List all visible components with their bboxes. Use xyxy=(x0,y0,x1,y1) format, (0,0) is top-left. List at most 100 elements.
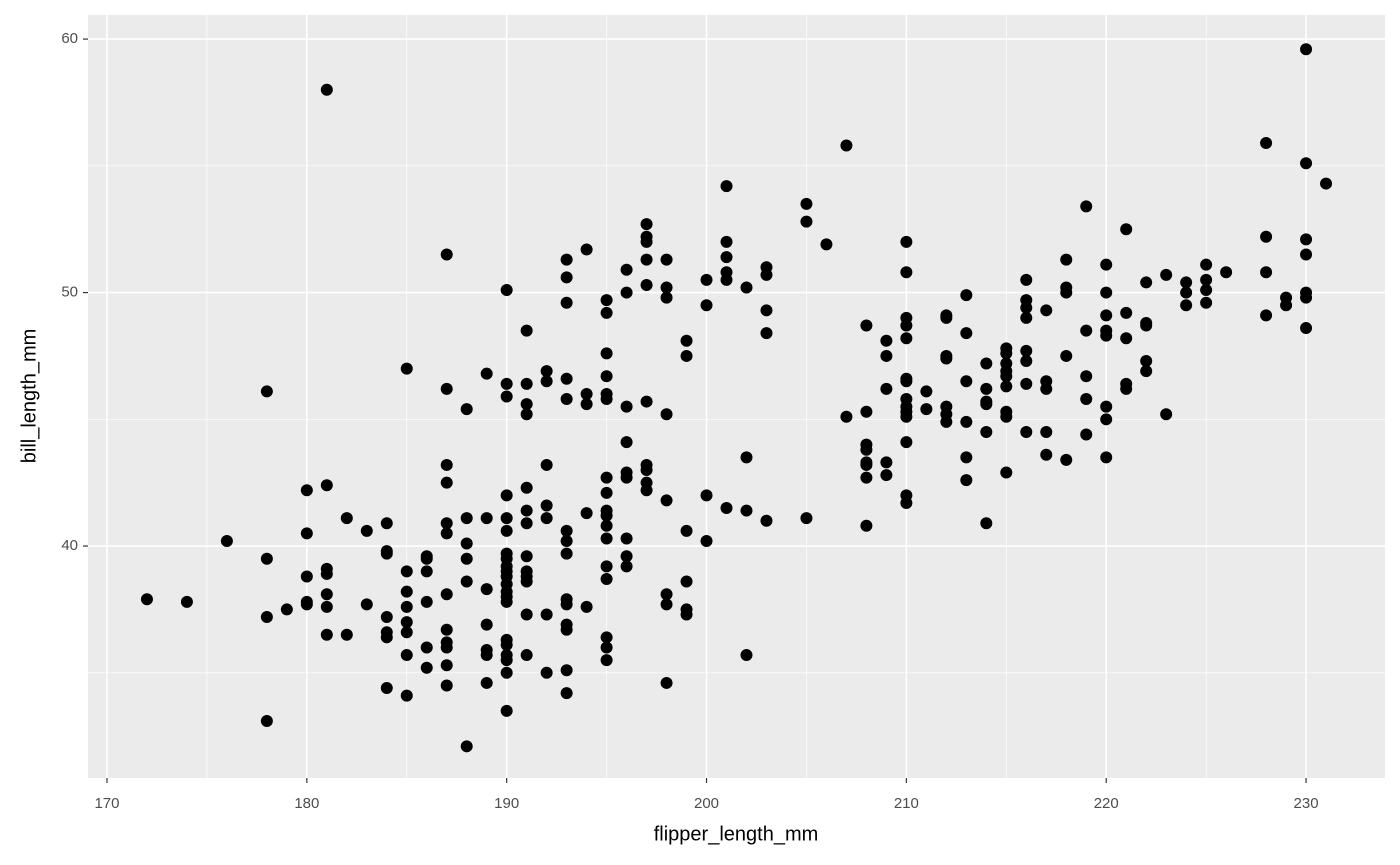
point xyxy=(400,585,413,598)
point xyxy=(480,649,493,662)
point xyxy=(380,547,393,560)
point xyxy=(740,281,753,294)
point xyxy=(900,319,913,332)
point xyxy=(420,641,433,654)
point xyxy=(480,583,493,596)
point xyxy=(1200,296,1213,309)
point xyxy=(1080,428,1093,441)
point xyxy=(1100,309,1113,322)
point xyxy=(1020,344,1033,357)
point xyxy=(1020,311,1033,324)
point xyxy=(1200,258,1213,271)
point xyxy=(640,464,653,477)
point xyxy=(880,349,893,362)
point xyxy=(660,291,673,304)
point xyxy=(960,289,973,302)
point xyxy=(760,327,773,340)
y-tick-label: 40 xyxy=(61,537,78,554)
point xyxy=(660,253,673,266)
points xyxy=(140,43,1333,753)
point xyxy=(680,575,693,588)
point xyxy=(460,740,473,753)
point xyxy=(220,534,233,547)
point xyxy=(260,385,273,398)
point xyxy=(980,425,993,438)
point xyxy=(880,334,893,347)
point xyxy=(500,595,513,608)
point xyxy=(880,456,893,469)
point xyxy=(680,608,693,621)
point xyxy=(540,499,553,512)
point xyxy=(520,504,533,517)
point xyxy=(1100,258,1113,271)
point xyxy=(900,332,913,345)
point xyxy=(440,641,453,654)
point xyxy=(500,666,513,679)
point xyxy=(1020,425,1033,438)
point xyxy=(760,304,773,317)
point xyxy=(660,598,673,611)
point xyxy=(960,375,973,388)
y-tick-label: 60 xyxy=(61,30,78,47)
point xyxy=(900,235,913,248)
point xyxy=(460,403,473,416)
point xyxy=(600,641,613,654)
point xyxy=(840,410,853,423)
point xyxy=(840,139,853,152)
point xyxy=(580,600,593,613)
point xyxy=(500,704,513,717)
x-tick-label: 220 xyxy=(1094,795,1119,812)
point xyxy=(440,458,453,471)
point xyxy=(460,552,473,565)
point xyxy=(960,451,973,464)
point xyxy=(460,512,473,525)
point xyxy=(320,567,333,580)
point xyxy=(960,474,973,487)
point xyxy=(620,471,633,484)
point xyxy=(500,512,513,525)
point xyxy=(600,370,613,383)
point xyxy=(700,534,713,547)
point xyxy=(400,626,413,639)
point xyxy=(1180,276,1193,289)
point xyxy=(760,268,773,281)
x-tick-label: 180 xyxy=(294,795,319,812)
point xyxy=(440,517,453,530)
point xyxy=(1300,248,1313,261)
point xyxy=(320,600,333,613)
point xyxy=(600,294,613,307)
point xyxy=(940,415,953,428)
point xyxy=(440,659,453,672)
point xyxy=(1200,284,1213,297)
point xyxy=(560,664,573,677)
point xyxy=(1300,291,1313,304)
point xyxy=(680,349,693,362)
point xyxy=(720,502,733,515)
point xyxy=(520,550,533,563)
point xyxy=(320,628,333,641)
point xyxy=(1000,347,1013,360)
point xyxy=(560,547,573,560)
point xyxy=(900,496,913,509)
point xyxy=(280,603,293,616)
point xyxy=(480,676,493,689)
point xyxy=(380,631,393,644)
x-tick-label: 200 xyxy=(694,795,719,812)
x-tick-label: 190 xyxy=(494,795,519,812)
point xyxy=(1040,448,1053,461)
point xyxy=(600,509,613,522)
point xyxy=(800,197,813,210)
point xyxy=(540,458,553,471)
point xyxy=(520,377,533,390)
point xyxy=(320,83,333,96)
point xyxy=(460,575,473,588)
point xyxy=(620,286,633,299)
point xyxy=(900,410,913,423)
point xyxy=(400,616,413,629)
point xyxy=(660,588,673,601)
point xyxy=(1200,273,1213,286)
point xyxy=(980,382,993,395)
point xyxy=(480,512,493,525)
point xyxy=(1040,304,1053,317)
point xyxy=(900,375,913,388)
